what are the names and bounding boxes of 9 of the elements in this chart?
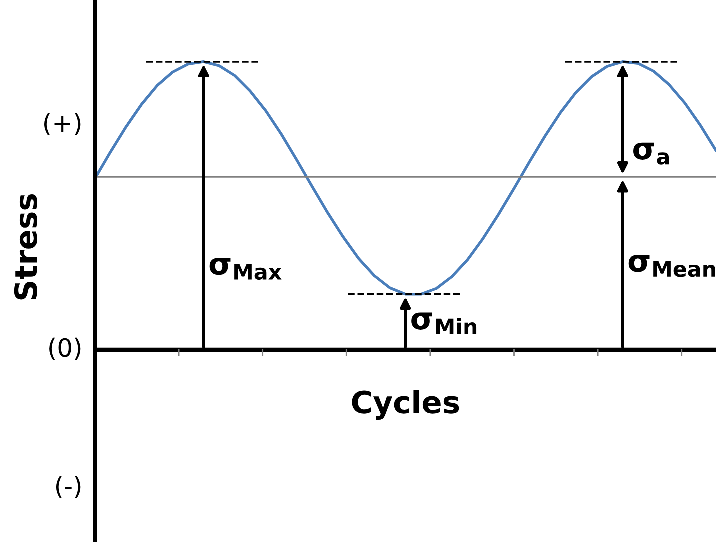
annotation: σ$_{Max}$ xyxy=(210,258,282,280)
text: (+) xyxy=(44,113,81,136)
annotation: σ$_{Mean}$ xyxy=(628,255,716,278)
x-axis-title: Cycles xyxy=(352,390,460,420)
annotation: σ$_{a}$ xyxy=(634,142,670,165)
text: (0) xyxy=(50,338,81,360)
y-axis-title: Stress xyxy=(14,194,38,300)
annotation: σ$_{Min}$ xyxy=(412,312,477,335)
text: (-) xyxy=(56,476,81,498)
